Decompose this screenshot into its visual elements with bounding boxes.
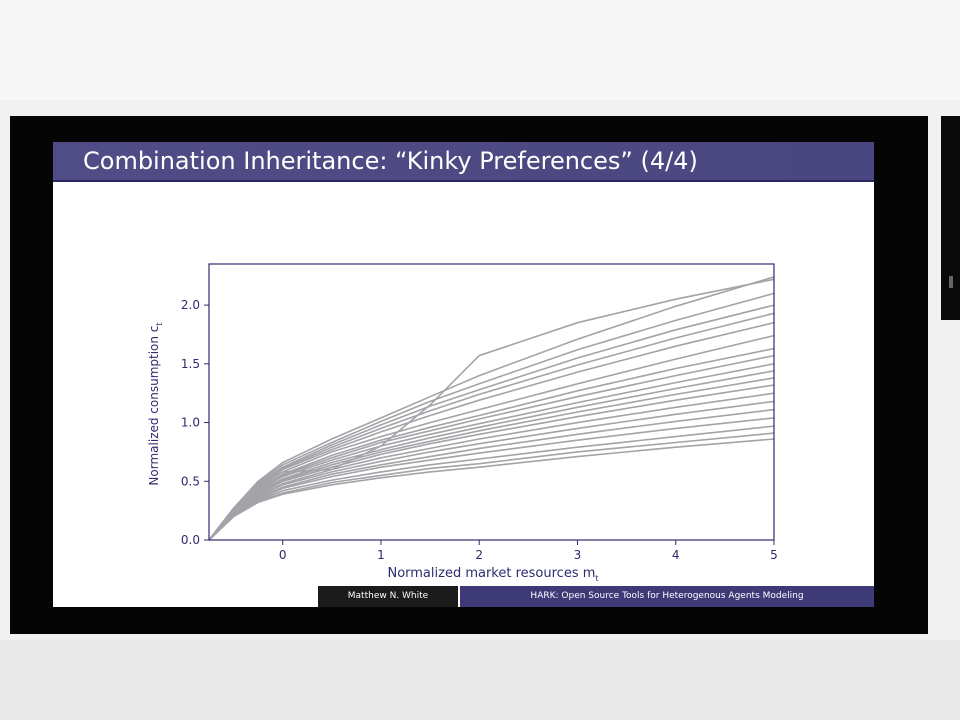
y-tick-label: 1.5: [181, 357, 200, 371]
y-axis-label: Normalized consumption ct: [147, 322, 164, 485]
y-axis-label-sub: t: [155, 322, 164, 325]
slide-footer: Matthew N. White HARK: Open Source Tools…: [53, 586, 874, 607]
x-tick-label: 1: [377, 548, 385, 562]
y-tick-label: 0.5: [181, 474, 200, 488]
consumption-curve-11: [208, 377, 775, 541]
ticks-group: 0 1 2 3 4 5 0.0 0.5 1.0 1.5 2.0: [181, 298, 778, 562]
x-tick-label: 2: [475, 548, 483, 562]
background-bottom: [0, 640, 960, 720]
consumption-curve-17: [208, 425, 775, 541]
side-panel-mark: [949, 276, 953, 288]
curves-group: [208, 276, 775, 541]
x-axis-label-sub: t: [595, 574, 598, 583]
y-axis-label-text: Normalized consumption c: [147, 326, 161, 486]
x-tick-label: 4: [672, 548, 680, 562]
consumption-curve-15: [208, 408, 775, 541]
slide: Combination Inheritance: “Kinky Preferen…: [53, 142, 874, 607]
x-tick-label: 3: [574, 548, 582, 562]
consumption-curve-3: [208, 304, 775, 541]
consumption-chart: 0 1 2 3 4 5 0.0 0.5 1.0 1.5 2.0 Normalized consump…: [147, 263, 778, 583]
y-tick-label: 2.0: [181, 298, 200, 312]
consumption-curve-20: [208, 278, 775, 541]
consumption-curve-18: [208, 432, 775, 541]
slide-title: Combination Inheritance: “Kinky Preferen…: [83, 147, 698, 175]
background-top: [0, 0, 960, 100]
x-tick-label: 5: [770, 548, 778, 562]
y-tick-label: 0.0: [181, 533, 200, 547]
axes-frame: [208, 263, 775, 541]
footer-author: Matthew N. White: [318, 586, 458, 607]
y-tick-label: 1.0: [181, 416, 200, 430]
title-bar: Combination Inheritance: “Kinky Preferen…: [53, 142, 874, 182]
consumption-curve-8: [208, 354, 775, 541]
side-panel: [941, 116, 960, 320]
consumption-curve-13: [208, 392, 775, 541]
x-tick-label: 0: [279, 548, 287, 562]
x-axis-label: Normalized market resources mt: [387, 566, 598, 583]
consumption-curve-19: [208, 438, 775, 541]
consumption-curve-7: [208, 347, 775, 541]
x-axis-label-text: Normalized market resources m: [387, 566, 595, 581]
footer-talk-title: HARK: Open Source Tools for Heterogenous…: [460, 586, 874, 607]
